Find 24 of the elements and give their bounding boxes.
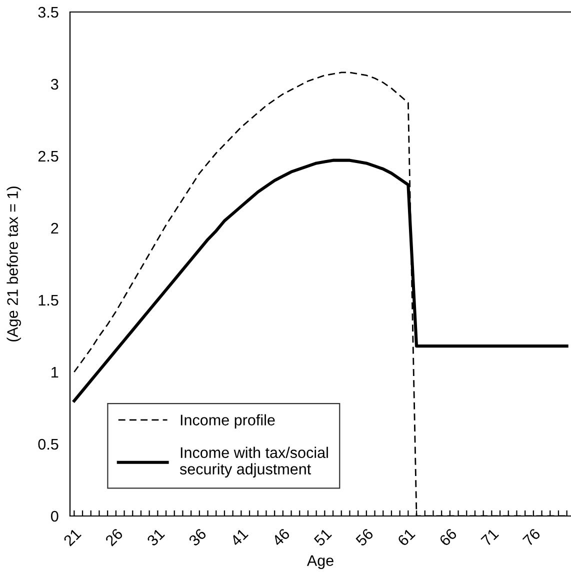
x-tick-label: 36 [188, 528, 207, 547]
y-axis-title: (Age 21 before tax = 1) [6, 186, 21, 342]
y-tick-label: 0.5 [38, 438, 58, 450]
y-tick-label: 0 [50, 510, 58, 522]
y-tick-label: 1 [52, 367, 58, 378]
x-tick-label: 21 [62, 528, 82, 546]
y-tick-label: 2 [51, 222, 58, 234]
x-tick-label: 51 [313, 528, 332, 547]
x-tick-label: 61 [396, 528, 416, 547]
x-tick-label: 26 [104, 528, 124, 547]
legend-label: Income with tax/social security adjustment [180, 446, 328, 478]
legend-label: Income profile [180, 414, 275, 428]
y-tick-label: 3.5 [38, 6, 58, 18]
y-tick-label: 2.5 [38, 150, 58, 162]
x-axis-title: Age [306, 555, 334, 569]
x-tick-label: 46 [271, 528, 290, 547]
x-tick-label: 41 [230, 528, 248, 547]
x-tick-label: 76 [522, 528, 541, 547]
y-tick-label: 1.5 [38, 295, 58, 306]
x-tick-label: 31 [146, 528, 166, 547]
x-tick-label: 71 [480, 528, 499, 546]
y-tick-label: 3 [50, 78, 58, 90]
x-tick-label: 56 [355, 528, 374, 547]
x-tick-label: 66 [438, 528, 458, 547]
